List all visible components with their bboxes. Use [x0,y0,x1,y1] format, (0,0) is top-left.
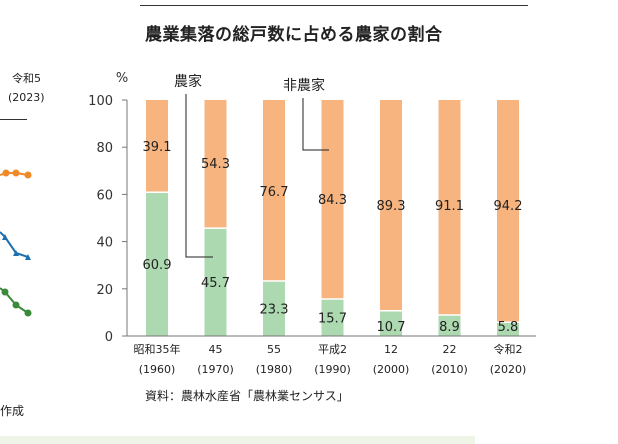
bar-nonfarm [146,100,168,193]
bar-label-farm: 15.7 [318,311,347,326]
bar-nonfarm [204,100,227,229]
bar-label-nonfarm: 84.3 [318,193,347,208]
left-chart-blue-point [25,254,31,260]
bar-label-farm: 23.3 [260,303,289,318]
x-tick-label: 22 [443,343,457,356]
bar-farm [497,322,519,336]
top-rule [140,5,528,6]
bar-label-nonfarm: 94.2 [494,199,523,214]
y-tick-label: 60 [96,188,113,203]
chart-title: 農業集落の総戸数に占める農家の割合 [145,25,443,45]
bar-label-farm: 60.9 [143,258,172,273]
x-tick-label: 平成2 [318,343,347,356]
x-tick-label-year: (1960) [139,363,176,376]
legend-leader-nonfarm [302,98,329,151]
y-tick-label: 100 [88,94,113,109]
bar-farm [146,192,168,336]
left-chart-green-point [24,309,32,317]
y-tick-label: 20 [96,283,113,298]
x-tick-label-year: (2010) [431,363,468,376]
bar-nonfarm [438,100,461,315]
x-tick-label-year: (2000) [373,363,410,376]
left-chart-orange-point [24,171,32,179]
bar-farm [321,298,344,336]
bar-label-nonfarm: 39.1 [143,140,172,155]
y-tick-label: 40 [96,236,113,251]
bars: 60.9 39.1 45.7 54.3 23.3 76.7 15.7 84.3 10.7 89.3… [127,100,536,337]
x-axis: 昭和35年 (1960) 45 (1970) 55 (1980) 平成2 (1990) 12 (2… [134,342,527,376]
x-tick-label: 昭和35年 [134,342,181,356]
bar-label-farm: 5.8 [498,320,519,335]
source-note: 資料：農林水産省「農林業センサス」 [145,389,349,403]
left-chart-caption: 作成 [0,404,25,418]
bar-label-nonfarm: 76.7 [260,185,289,200]
x-tick-label-year: (1970) [197,363,234,376]
left-chart-rule [0,119,27,120]
x-tick-label-year: (1990) [314,363,351,376]
y-axis: 0 20 40 60 80 100 [88,94,128,345]
bar-farm [380,310,402,336]
bar-nonfarm [380,100,402,311]
legend-label-farm: 農家 [174,73,202,90]
legend-leader-farm [185,94,213,258]
bar-label-farm: 10.7 [377,320,406,335]
legend-label-nonfarm: 非農家 [283,77,325,94]
left-chart-orange-point [2,169,10,177]
legend: 農家 非農家 [174,73,329,258]
left-chart-orange-point [12,169,20,177]
x-tick-label: 12 [384,343,398,356]
left-chart-lines [0,169,32,317]
bar-label-farm: 8.9 [439,320,460,335]
bar-farm [204,228,227,336]
left-chart-blue-point [2,234,8,240]
y-unit: % [116,71,128,86]
left-chart-blue-series [0,231,29,258]
y-tick-label: 0 [105,330,113,345]
left-chart-year-label: 令和5 [12,72,41,85]
bar-label-nonfarm: 91.1 [435,199,464,214]
bar-nonfarm [263,100,285,282]
bar-farm [263,281,285,336]
bar-label-farm: 45.7 [201,276,230,291]
bar-farm [438,314,461,336]
left-chart-blue-point [13,250,19,256]
x-tick-label: 55 [267,343,281,356]
bar-label-nonfarm: 54.3 [201,157,230,172]
left-chart-green-point [1,288,9,296]
y-tick-label: 80 [96,141,113,156]
left-chart-green-point [12,301,20,309]
x-tick-label: 令和2 [494,342,523,356]
x-tick-label: 45 [209,343,223,356]
bar-nonfarm [497,100,519,323]
x-tick-label-year: (2020) [490,363,527,376]
left-chart-year-paren: (2023) [8,91,45,104]
footer-band [0,436,475,444]
bar-label-nonfarm: 89.3 [377,199,406,214]
x-tick-label-year: (1980) [256,363,293,376]
